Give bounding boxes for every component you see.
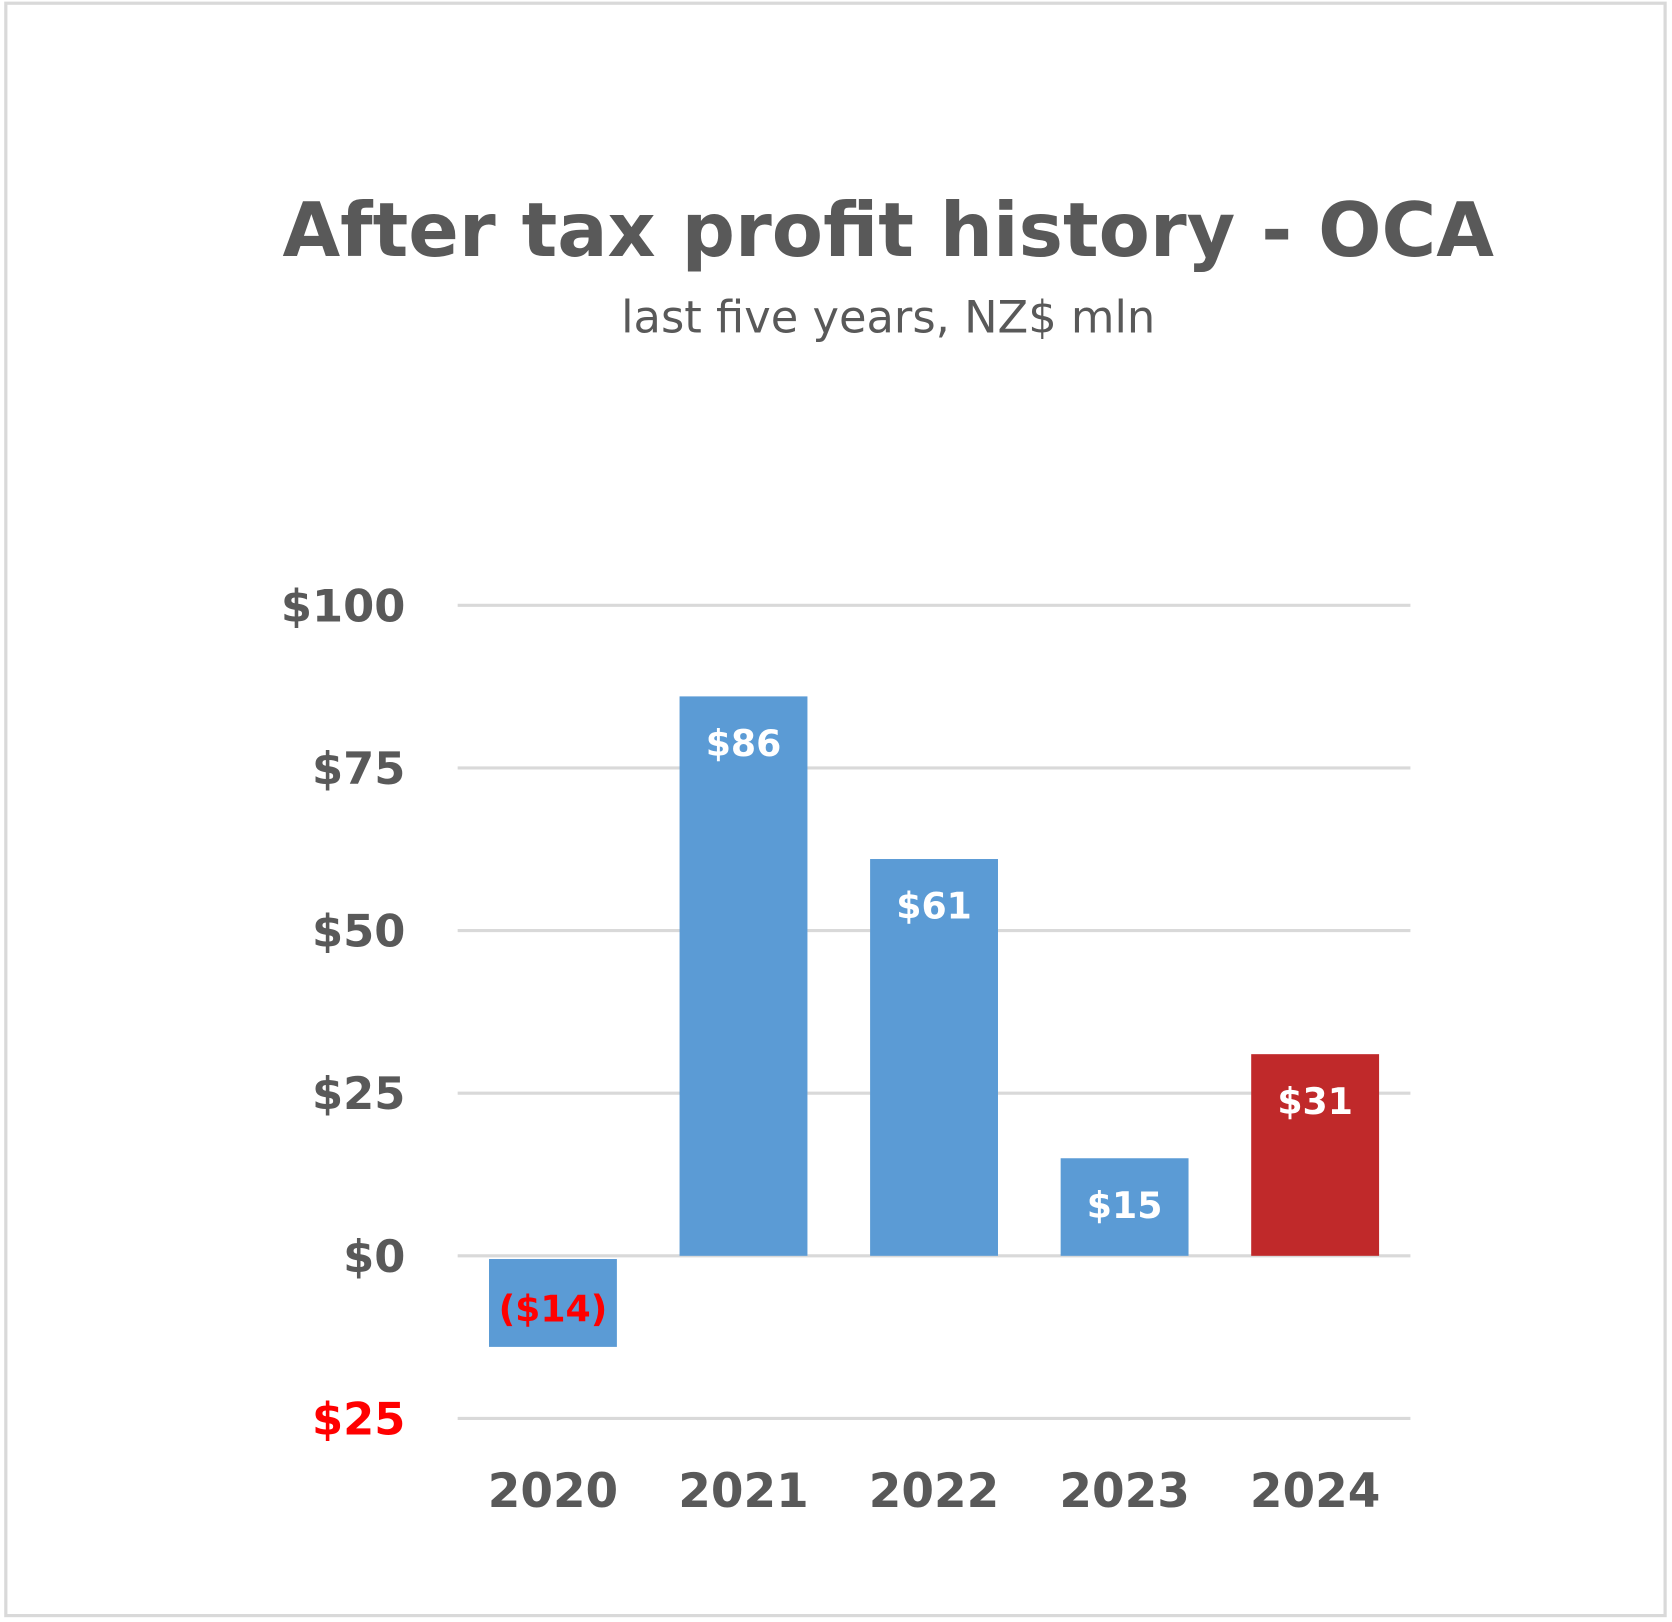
y-tick-label: $25 <box>312 1067 405 1120</box>
x-tick-label: 2021 <box>678 1464 808 1519</box>
data-label: ($14) <box>499 1287 608 1330</box>
chart-subtitle: last five years, NZ$ mln <box>621 290 1155 343</box>
data-label: $15 <box>1087 1184 1163 1227</box>
data-label: $86 <box>706 722 782 765</box>
x-tick-label: 2022 <box>869 1464 999 1519</box>
bar-2021 <box>679 696 808 1256</box>
y-tick-label: $75 <box>312 742 405 795</box>
y-tick-label: $25 <box>312 1392 405 1445</box>
bar-2024 <box>1251 1054 1380 1256</box>
chart-title: After tax profit history - OCA <box>282 187 1494 274</box>
data-label: $61 <box>896 885 972 928</box>
bar-2020 <box>489 1259 617 1347</box>
chart-border <box>4 1 1667 1618</box>
bar-2022 <box>870 859 998 1256</box>
x-tick-label: 2024 <box>1250 1464 1380 1519</box>
bar-2023 <box>1060 1158 1189 1256</box>
y-tick-label: $50 <box>312 905 405 958</box>
data-label: $31 <box>1277 1080 1353 1123</box>
x-tick-label: 2020 <box>488 1464 618 1519</box>
y-tick-label: $0 <box>343 1230 405 1283</box>
y-tick-label: $100 <box>281 579 406 632</box>
x-tick-label: 2023 <box>1059 1464 1189 1519</box>
